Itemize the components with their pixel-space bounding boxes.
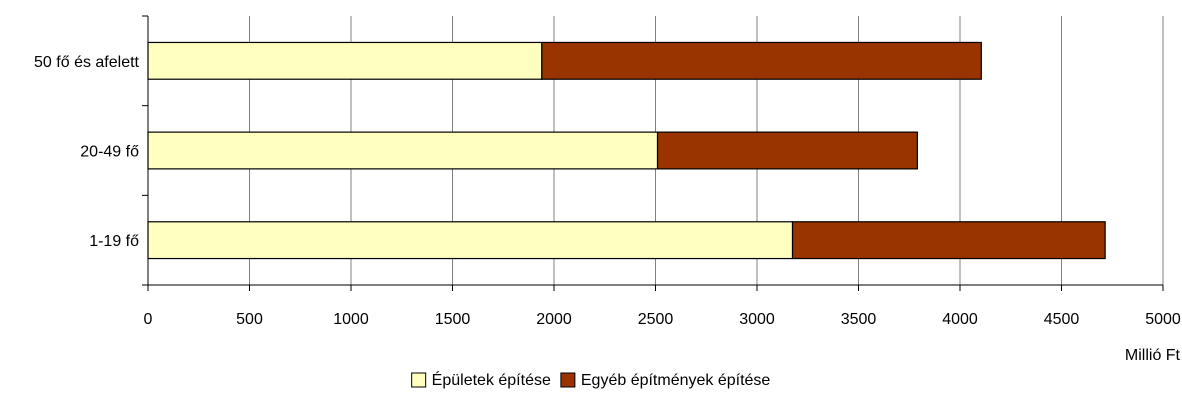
x-tick-label: 3500 <box>841 311 877 328</box>
x-tick-label: 4500 <box>1044 311 1080 328</box>
bar-segment-buildings <box>147 41 543 80</box>
legend-item: Egyéb építmények építése <box>560 372 771 389</box>
bar-segment-buildings <box>147 221 794 260</box>
x-tick-label: 1000 <box>333 311 369 328</box>
category-label: 1-19 fő <box>89 233 139 250</box>
x-axis-unit-label: Millió Ft <box>1125 347 1181 364</box>
bars <box>147 41 1106 260</box>
legend-label: Épületek építése <box>432 370 551 389</box>
bar-segment-other-structures <box>791 221 1106 260</box>
axes <box>142 15 1164 291</box>
bar-segment-other-structures <box>656 131 918 170</box>
x-tick-label: 2000 <box>536 311 572 328</box>
legend-swatch <box>560 372 576 388</box>
category-label: 20-49 fő <box>80 144 139 161</box>
legend-item: Épületek építése <box>411 370 551 389</box>
x-tick-label: 1500 <box>435 311 471 328</box>
x-tick-label: 0 <box>144 311 153 328</box>
bar-segment-other-structures <box>541 41 982 80</box>
bar-segment-buildings <box>147 131 659 170</box>
labels: 0 500 1000 1500 2000 2500 3000 3500 4000 4500 5000… <box>34 54 1181 328</box>
x-tick-label: 500 <box>236 311 263 328</box>
x-tick-label: 4000 <box>942 311 978 328</box>
x-tick-label: 2500 <box>638 311 674 328</box>
x-tick-label: 5000 <box>1145 311 1181 328</box>
legend-label: Egyéb építmények építése <box>581 372 771 389</box>
legend: Épületek építése Egyéb építmények építése <box>411 370 771 389</box>
legend-swatch <box>411 372 427 388</box>
x-tick-label: 3000 <box>739 311 775 328</box>
category-label: 50 fő és afelett <box>34 54 140 71</box>
